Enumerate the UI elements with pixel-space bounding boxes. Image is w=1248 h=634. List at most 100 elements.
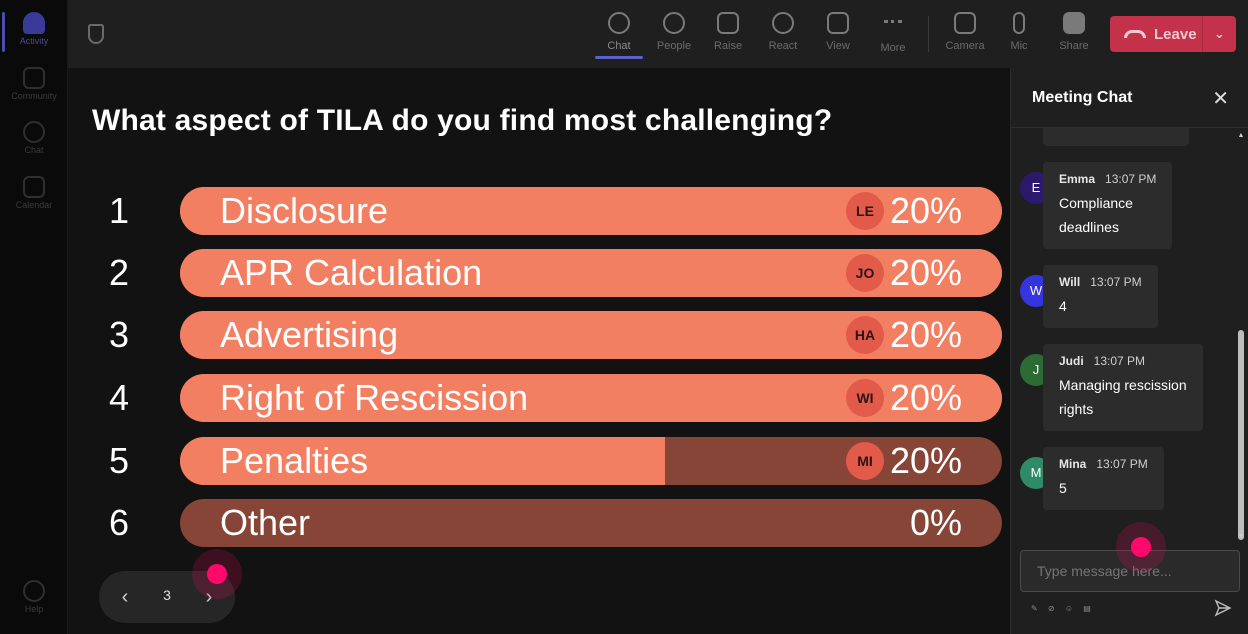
chat-message: Emma 13:07 PM Compliance deadlines: [1043, 162, 1173, 249]
rail-item-calendar[interactable]: Calendar: [0, 176, 68, 210]
rail-item-activity[interactable]: Activity: [0, 12, 68, 52]
option-bar-fill: [180, 437, 665, 485]
option-number: 2: [108, 252, 130, 293]
option-percent: 20%: [889, 440, 962, 481]
chat-message-text: Compliance: [1059, 195, 1133, 211]
chat-message: Judi 13:07 PM Managing rescission rights: [1043, 344, 1203, 431]
meeting-toolbar: Chat People Raise React View More Camera…: [68, 0, 1248, 68]
format-toolbar[interactable]: ✎ ⊘ ☺ ▤: [1031, 604, 1095, 613]
meeting-chat-panel: Meeting Chat ✕ E Emma 13:07 PM Compliance de…: [1010, 68, 1248, 634]
shield-icon: [88, 24, 104, 44]
chevron-down-icon[interactable]: ⌄: [1202, 16, 1236, 52]
toolbar-people-button[interactable]: People: [649, 10, 699, 52]
toolbar-mic-button[interactable]: Mic: [994, 10, 1044, 52]
chat-timestamp: 13:07 PM: [1096, 457, 1148, 471]
cursor-dot: [1131, 537, 1151, 557]
toolbar-share-button[interactable]: Share: [1049, 10, 1099, 52]
toolbar-button-label: View: [826, 40, 850, 52]
option-label: Penalties: [220, 440, 369, 481]
toolbar-button-label: More: [880, 42, 906, 54]
chat-sender-name: Judi: [1059, 354, 1084, 368]
hand-icon: [717, 12, 739, 34]
chat-message-meta: Will 13:07 PM: [1059, 275, 1142, 289]
rail-item-label: Help: [24, 604, 44, 614]
toolbar-raise-button[interactable]: Raise: [703, 10, 753, 52]
leave-button[interactable]: Leave ⌄: [1110, 16, 1236, 52]
chat-message-input[interactable]: [1020, 550, 1240, 592]
voter-avatar: WI: [846, 379, 884, 417]
chat-icon: [608, 12, 630, 34]
toolbar-button-label: Camera: [945, 40, 985, 52]
phone-hangup-icon: [1124, 30, 1146, 38]
option-number: 4: [108, 377, 130, 418]
option-label: APR Calculation: [220, 252, 483, 293]
option-number: 3: [108, 314, 130, 355]
rail-item-label: Community: [11, 91, 57, 101]
scroll-down-icon[interactable]: ▼: [1237, 533, 1245, 540]
option-percent: 20%: [889, 314, 962, 355]
chevron-left-icon[interactable]: ‹: [121, 586, 129, 608]
toolbar-button-label: People: [656, 40, 692, 52]
rail-item-community[interactable]: Community: [0, 67, 68, 101]
mic-icon: [1013, 12, 1025, 34]
chat-message-meta: Judi 13:07 PM: [1059, 354, 1187, 368]
chat-timestamp: 13:07 PM: [1105, 172, 1157, 186]
scroll-up-icon[interactable]: ▲: [1237, 132, 1245, 139]
rail-item-label: Calendar: [15, 200, 53, 210]
option-bar: Right of Rescission WI 20%: [180, 374, 1002, 422]
bell-icon: [23, 12, 45, 34]
option-bar: Disclosure LE 20%: [180, 187, 1002, 235]
chat-message-meta: Emma 13:07 PM: [1059, 172, 1156, 186]
smile-icon: [772, 12, 794, 34]
share-icon: [1063, 12, 1085, 34]
option-bar: Penalties MI 20%: [180, 437, 1002, 485]
toolbar-button-label: React: [768, 40, 798, 52]
voter-avatar: JO: [846, 254, 884, 292]
voter-avatar: MI: [846, 442, 884, 480]
option-percent: 20%: [889, 377, 962, 418]
people-icon: [663, 12, 685, 34]
voter-avatar: LE: [846, 192, 884, 230]
option-percent: 20%: [889, 252, 962, 293]
option-label: Right of Rescission: [220, 377, 529, 418]
close-icon[interactable]: ✕: [1212, 88, 1229, 110]
option-percent: 20%: [889, 190, 962, 231]
poll-question: What aspect of TILA do you find most cha…: [92, 104, 833, 137]
community-icon: [23, 67, 45, 89]
rail-item-help[interactable]: Help: [0, 580, 68, 614]
send-icon[interactable]: [1214, 599, 1232, 617]
option-number: 1: [108, 190, 130, 231]
chat-message-text: 4: [1059, 298, 1067, 314]
chat-timestamp: 13:07 PM: [1090, 275, 1142, 289]
toolbar-view-button[interactable]: View: [813, 10, 863, 52]
scroll-thumb[interactable]: [1238, 330, 1244, 540]
rail-item-label: Chat: [24, 145, 44, 155]
chat-sender-name: Mina: [1059, 457, 1087, 471]
chat-message-text: rights: [1059, 401, 1094, 417]
poll-stage: What aspect of TILA do you find most cha…: [68, 68, 1010, 634]
chevron-right-icon[interactable]: ›: [205, 586, 213, 608]
toolbar-divider: [928, 16, 929, 52]
chat-timestamp: 13:07 PM: [1093, 354, 1146, 368]
toolbar-button-label: Mic: [1010, 40, 1028, 52]
toolbar-camera-button[interactable]: Camera: [940, 10, 990, 52]
toolbar-chat-button[interactable]: Chat: [594, 10, 644, 59]
toolbar-more-button[interactable]: More: [868, 10, 918, 54]
option-bar: Other 0%: [180, 499, 1002, 547]
option-label: Other: [220, 502, 311, 543]
leave-label: Leave: [1154, 25, 1197, 43]
toolbar-react-button[interactable]: React: [758, 10, 808, 52]
chat-message-text: Managing rescission: [1059, 377, 1187, 393]
option-label: Disclosure: [220, 190, 389, 231]
calendar-icon: [23, 176, 45, 198]
chat-message-meta: Mina 13:07 PM: [1059, 457, 1148, 471]
grid-icon: [827, 12, 849, 34]
cursor-dot: [207, 564, 227, 584]
chat-sender-name: Emma: [1059, 172, 1096, 186]
camera-off-icon: [954, 12, 976, 34]
toolbar-button-label: Raise: [713, 40, 743, 52]
chat-scrollbar[interactable]: ▲ ▼: [1236, 130, 1246, 540]
rail-item-label: Activity: [19, 36, 49, 46]
page-number: 3: [163, 587, 171, 603]
rail-item-chat[interactable]: Chat: [0, 121, 68, 155]
